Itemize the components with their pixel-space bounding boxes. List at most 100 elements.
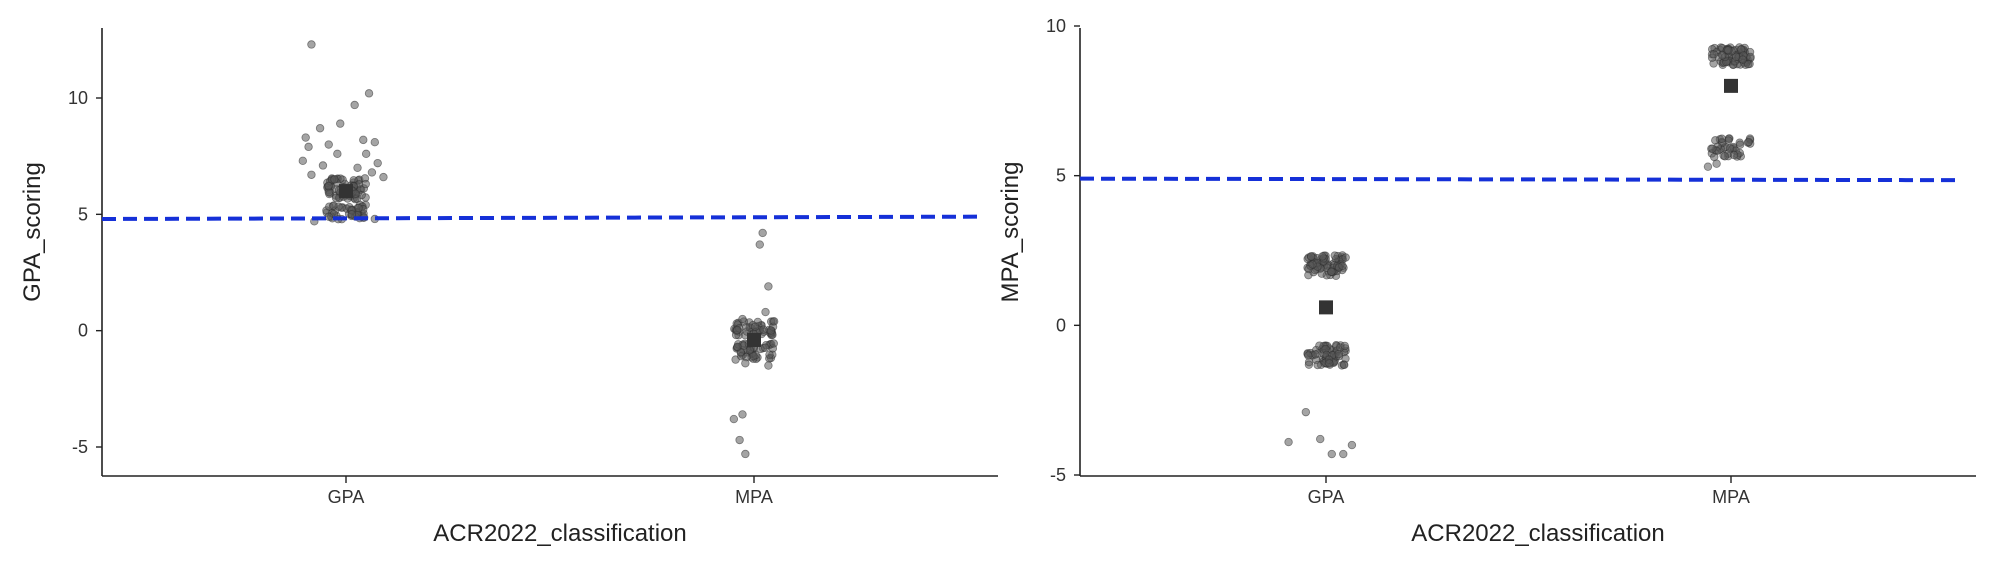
data-point [733, 342, 742, 351]
data-point [331, 193, 341, 203]
data-point [1746, 52, 1755, 62]
y-axis-title: GPA_scoring [19, 162, 46, 302]
data-point [760, 343, 770, 352]
data-point [361, 149, 371, 159]
mean-marker-mpa [747, 332, 761, 347]
chart-panel-1: -5 0 5 10 GPA MPA ACR2022_classification GPA_sc… [19, 28, 998, 547]
x-axis-title: ACR2022_classification [1411, 520, 1664, 547]
data-point [1744, 137, 1753, 147]
data-point [769, 339, 778, 348]
data-point [1318, 252, 1327, 261]
data-point [1325, 359, 1334, 368]
y-tick-label: -5 [72, 437, 88, 457]
data-point [1313, 360, 1322, 370]
data-point [1339, 449, 1348, 459]
data-point [1284, 437, 1293, 447]
data-point [1712, 159, 1721, 168]
data-point [373, 158, 382, 168]
data-point [330, 175, 339, 184]
y-tick-label: 10 [68, 88, 88, 108]
data-point [315, 124, 325, 133]
data-point [764, 282, 773, 291]
data-point [1708, 144, 1717, 153]
y-tick-label: 0 [78, 321, 88, 341]
x-axis-title: ACR2022_classification [433, 520, 686, 547]
data-point [729, 414, 739, 424]
data-point [324, 140, 333, 149]
data-point [1304, 360, 1314, 369]
data-point [1308, 260, 1317, 269]
data-point [370, 138, 379, 147]
data-point [1717, 134, 1727, 143]
data-point [1341, 253, 1350, 262]
y-tick-label: 0 [1056, 315, 1066, 335]
data-points [1284, 43, 1755, 459]
data-point [1327, 449, 1336, 459]
threshold-line [1079, 176, 1957, 183]
data-point [1735, 140, 1745, 149]
data-point [738, 410, 747, 419]
data-point [1725, 144, 1735, 153]
data-point [750, 322, 760, 331]
data-point [353, 163, 362, 172]
y-axis-title: MPA_scoring [997, 162, 1024, 303]
data-point [1724, 46, 1733, 55]
mean-marker-gpa [339, 184, 353, 199]
data-point [1347, 440, 1357, 450]
data-point [741, 449, 750, 459]
data-point [755, 240, 764, 249]
data-point [1334, 349, 1343, 359]
data-point [1316, 434, 1325, 444]
data-point [1709, 50, 1718, 59]
data-point [1340, 341, 1349, 351]
data-point [1703, 162, 1713, 171]
data-point [367, 168, 377, 177]
data-point [307, 170, 316, 179]
data-point [766, 326, 776, 335]
data-point [361, 179, 370, 189]
y-tick-label: -5 [1050, 465, 1066, 485]
data-point [379, 172, 388, 182]
data-point [1340, 360, 1349, 370]
data-point [298, 156, 307, 166]
data-point [1738, 55, 1747, 64]
data-point [329, 201, 338, 210]
data-point [1307, 252, 1316, 261]
x-tick-label-mpa: MPA [1712, 487, 1750, 507]
data-point [1718, 51, 1727, 60]
data-point [1330, 251, 1339, 260]
data-point [1720, 152, 1730, 161]
y-tick-label: 5 [78, 204, 88, 224]
data-point [304, 142, 313, 152]
data-point [351, 189, 360, 198]
chart-panel-2: -5 0 5 10 GPA MPA ACR2022_classification MPA_sc… [997, 16, 1976, 547]
threshold-line [101, 214, 979, 221]
data-points [298, 40, 779, 459]
data-point [354, 203, 363, 213]
data-point [359, 135, 368, 145]
data-point [769, 317, 779, 326]
data-point [301, 133, 310, 142]
data-point [318, 161, 328, 170]
data-point [758, 228, 767, 238]
data-point [735, 435, 744, 445]
data-point [1311, 350, 1320, 359]
data-point [733, 325, 742, 335]
data-point [764, 361, 773, 370]
data-point [1338, 261, 1347, 271]
data-point [1327, 267, 1336, 276]
y-tick-label: 10 [1046, 16, 1066, 36]
data-point [336, 119, 345, 128]
data-point [759, 325, 768, 334]
data-point [333, 149, 342, 159]
x-tick-label-mpa: MPA [735, 487, 773, 507]
data-point [1301, 407, 1311, 417]
x-tick-label-gpa: GPA [1308, 487, 1345, 507]
data-point [350, 100, 359, 110]
y-tick-label: 5 [1056, 166, 1066, 186]
data-point [1729, 150, 1739, 160]
data-point [364, 89, 374, 98]
data-point [1304, 351, 1313, 360]
